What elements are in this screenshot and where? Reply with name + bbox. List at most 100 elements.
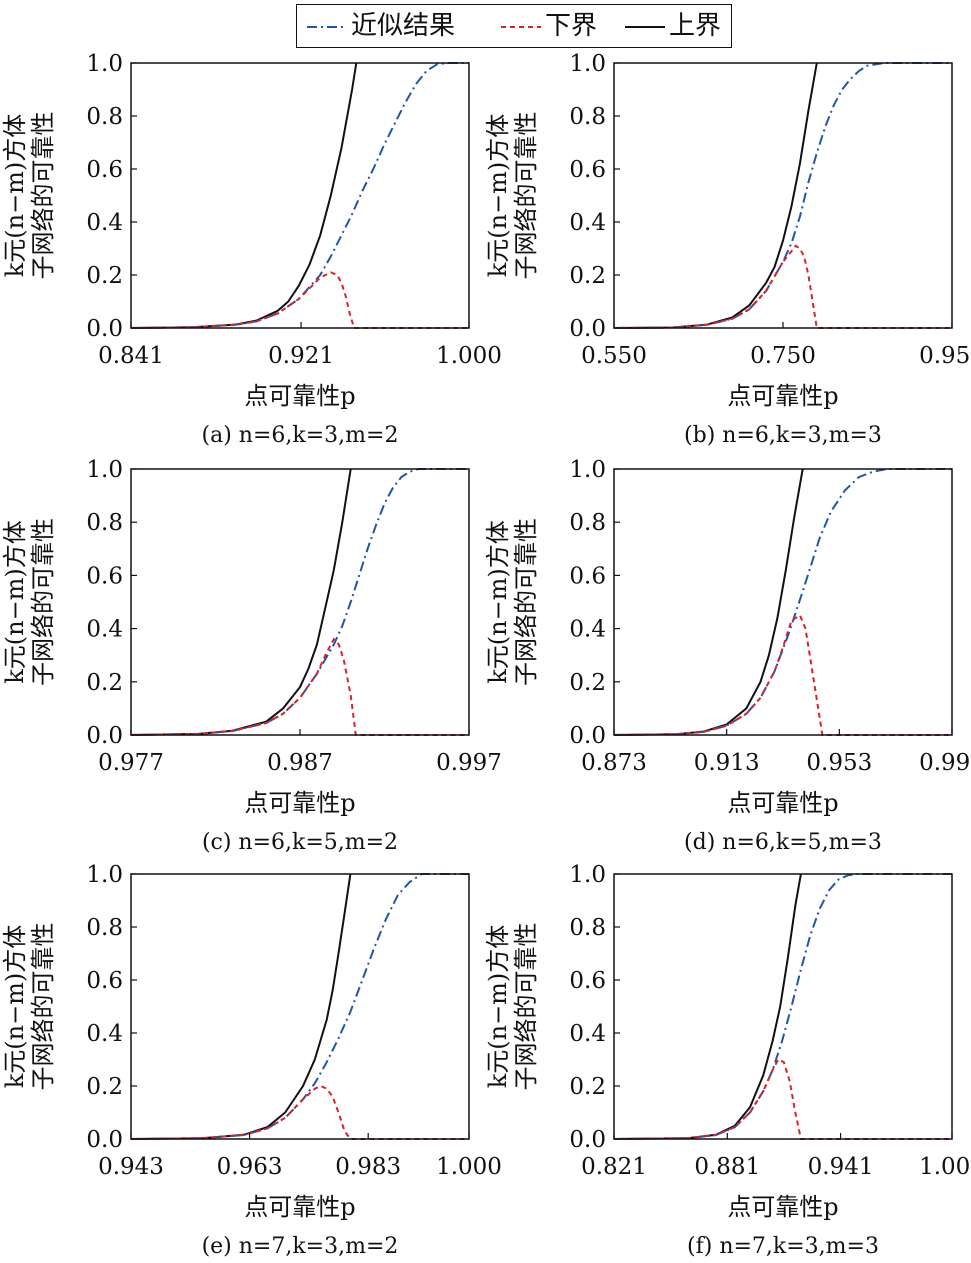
x-tick-label: 0.550	[581, 343, 647, 369]
y-axis-label-line2: 子网络的可靠性	[512, 112, 540, 280]
x-tick-label: 1.000	[436, 1154, 502, 1180]
y-tick-label: 0.8	[86, 104, 123, 130]
series-line-lower	[613, 244, 952, 329]
y-axis-label-line1: k元(n−m)方体	[1, 114, 29, 278]
series-line-upper	[130, 468, 352, 736]
y-tick-label: 0.0	[86, 316, 123, 342]
x-axis-label: 点可靠性p	[727, 382, 838, 410]
x-axis-label: 点可靠性p	[727, 1193, 838, 1221]
plot-frame	[613, 873, 953, 1140]
x-tick-label: 0.913	[694, 750, 760, 776]
y-tick-label: 0.4	[569, 210, 606, 236]
series-line-upper	[130, 62, 358, 329]
x-tick-label: 0.750	[750, 343, 816, 369]
x-tick-label: 0.873	[581, 750, 647, 776]
y-tick-label: 0.4	[569, 1021, 606, 1047]
x-tick-label: 0.963	[217, 1154, 283, 1180]
y-tick-label: 0.6	[86, 563, 123, 589]
x-tick-label: 0.881	[694, 1154, 760, 1180]
series-line-upper	[613, 468, 804, 736]
y-tick-label: 0.0	[569, 723, 606, 749]
series-line-approx	[613, 873, 952, 1140]
plot-frame	[613, 468, 953, 736]
y-tick-label: 0.4	[569, 617, 606, 643]
x-axis-label: 点可靠性p	[727, 789, 838, 817]
y-axis-label-line1: k元(n−m)方体	[484, 520, 512, 684]
chart-panel-5: 0.0 0.2 0.4 0.6 0.8 1.0 0.821 0.881 0.941 1.000 点可…	[484, 862, 971, 1259]
series-line-approx	[613, 62, 952, 329]
y-tick-label: 0.2	[86, 670, 123, 696]
y-axis-label-line1: k元(n−m)方体	[484, 114, 512, 278]
chart-panel-2: 0.0 0.2 0.4 0.6 0.8 1.0 0.977 0.987 0.997 点可靠性p (c…	[1, 457, 502, 855]
legend-swatches	[307, 26, 665, 28]
plot-frame	[613, 62, 953, 329]
chart-panel-1: 0.0 0.2 0.4 0.6 0.8 1.0 0.550 0.750 0.950 点可靠性p (b…	[484, 51, 971, 448]
y-tick-label: 0.8	[569, 104, 606, 130]
y-axis-label-line2: 子网络的可靠性	[29, 112, 57, 280]
x-tick-label: 0.993	[919, 750, 971, 776]
y-tick-label: 0.8	[569, 510, 606, 536]
y-tick-label: 1.0	[569, 457, 606, 483]
series-line-upper	[130, 873, 352, 1140]
y-tick-label: 0.4	[86, 617, 123, 643]
y-tick-label: 1.0	[86, 862, 123, 888]
x-tick-label: 1.000	[919, 1154, 971, 1180]
series-line-lower	[130, 637, 469, 736]
x-tick-label: 0.921	[268, 343, 334, 369]
x-axis-label: 点可靠性p	[244, 1193, 355, 1221]
y-tick-label: 0.8	[569, 915, 606, 941]
series-line-upper	[613, 62, 818, 329]
y-tick-label: 0.0	[569, 316, 606, 342]
series-line-lower	[130, 1084, 469, 1140]
series-line-approx	[130, 468, 469, 736]
y-tick-label: 0.0	[569, 1127, 606, 1153]
y-tick-label: 0.2	[86, 1074, 123, 1100]
y-tick-label: 0.2	[569, 1074, 606, 1100]
x-tick-label: 0.983	[335, 1154, 401, 1180]
y-tick-label: 0.6	[569, 157, 606, 183]
y-tick-label: 0.6	[569, 968, 606, 994]
series-line-lower	[130, 271, 469, 329]
series-line-approx	[613, 468, 952, 736]
y-tick-label: 0.2	[86, 263, 123, 289]
y-tick-label: 0.8	[86, 510, 123, 536]
series-line-lower	[613, 1058, 952, 1140]
y-tick-label: 0.4	[86, 1021, 123, 1047]
x-tick-label: 1.000	[436, 343, 502, 369]
y-axis-label-line2: 子网络的可靠性	[512, 518, 540, 686]
chart-caption: (e) n=7,k=3,m=2	[202, 1234, 399, 1259]
chart-panel-3: 0.0 0.2 0.4 0.6 0.8 1.0 0.873 0.913 0.953 0.993 点可…	[484, 457, 971, 855]
y-tick-label: 0.4	[86, 210, 123, 236]
plot-frame	[130, 62, 470, 329]
y-tick-label: 0.2	[569, 670, 606, 696]
x-tick-label: 0.943	[98, 1154, 164, 1180]
y-tick-label: 0.0	[86, 1127, 123, 1153]
y-axis-label-line2: 子网络的可靠性	[29, 518, 57, 686]
plot-frame	[130, 468, 470, 736]
y-tick-label: 1.0	[569, 51, 606, 77]
chart-caption: (f) n=7,k=3,m=3	[687, 1234, 879, 1259]
y-axis-label-line1: k元(n−m)方体	[484, 925, 512, 1089]
legend: 近似结果 下界 上界	[296, 4, 732, 48]
chart-caption: (c) n=6,k=5,m=2	[202, 830, 398, 855]
legend-label-lower: 下界	[545, 11, 598, 41]
legend-label-upper: 上界	[669, 11, 722, 41]
series-line-lower	[613, 613, 952, 736]
y-axis-label-line1: k元(n−m)方体	[1, 925, 29, 1089]
y-tick-label: 0.8	[86, 915, 123, 941]
x-axis-label: 点可靠性p	[244, 789, 355, 817]
chart-panel-4: 0.0 0.2 0.4 0.6 0.8 1.0 0.943 0.963 0.983 1.000 点可…	[1, 862, 502, 1259]
x-tick-label: 0.821	[581, 1154, 647, 1180]
x-tick-label: 0.997	[436, 750, 502, 776]
chart-caption: (a) n=6,k=3,m=2	[202, 423, 399, 448]
x-tick-label: 0.941	[808, 1154, 874, 1180]
series-line-upper	[613, 873, 802, 1140]
y-tick-label: 1.0	[86, 51, 123, 77]
x-tick-label: 0.987	[267, 750, 333, 776]
series-line-approx	[130, 873, 469, 1140]
y-tick-label: 1.0	[569, 862, 606, 888]
y-tick-label: 0.0	[86, 723, 123, 749]
x-tick-label: 0.977	[98, 750, 164, 776]
